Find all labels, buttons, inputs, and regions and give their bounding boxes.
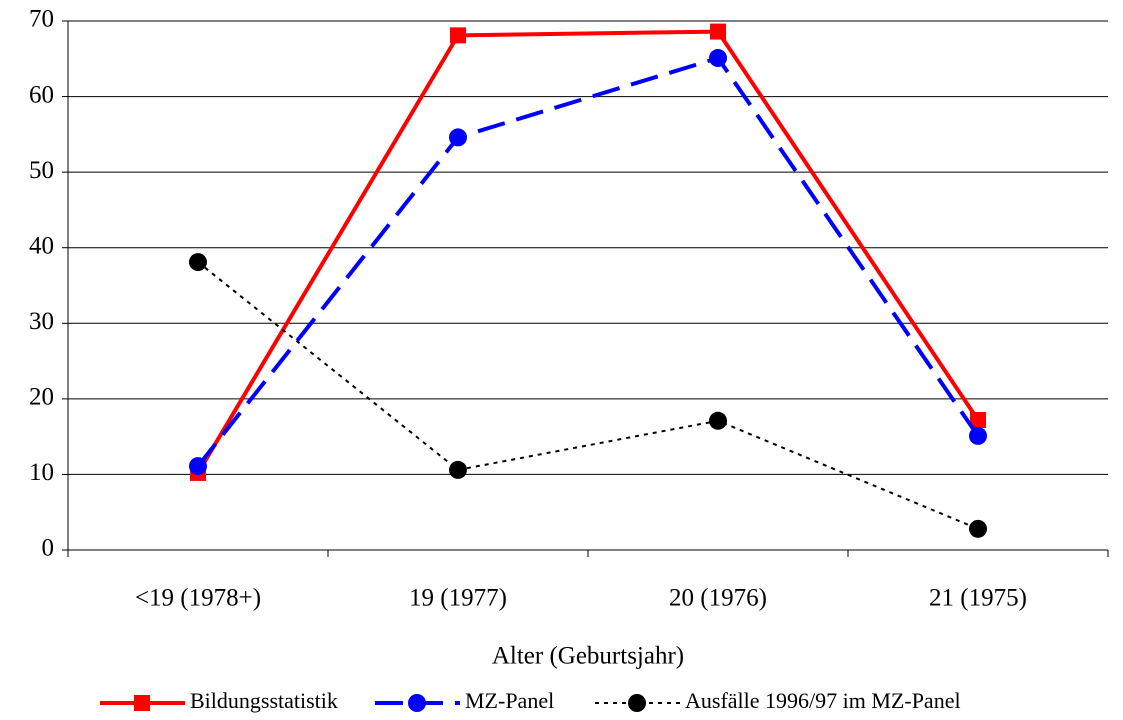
marker <box>969 519 987 538</box>
marker <box>450 27 466 44</box>
x-tick-label: <19 (1978+) <box>135 585 261 612</box>
legend-marker <box>408 694 426 712</box>
y-tick-label: 30 <box>29 308 54 335</box>
marker <box>709 411 727 430</box>
x-tick-label: 21 (1975) <box>929 585 1027 612</box>
y-tick-label: 0 <box>42 535 55 562</box>
marker <box>449 460 467 479</box>
legend-label: Ausfälle 1996/97 im MZ-Panel <box>685 688 961 713</box>
x-tick-label: 20 (1976) <box>669 585 767 612</box>
marker <box>449 128 467 147</box>
legend-marker <box>134 695 150 711</box>
marker <box>709 49 727 68</box>
y-tick-label: 50 <box>29 157 54 184</box>
marker <box>969 426 987 445</box>
legend-label: Bildungsstatistik <box>190 688 338 713</box>
marker <box>970 412 986 429</box>
series-line <box>197 261 979 530</box>
y-tick-label: 70 <box>29 6 54 33</box>
legend-marker <box>628 694 646 712</box>
marker <box>189 457 207 476</box>
marker <box>189 253 207 272</box>
x-axis-label: Alter (Geburtsjahr) <box>492 643 684 670</box>
y-tick-label: 10 <box>29 459 54 486</box>
series-line <box>196 56 980 468</box>
marker <box>710 23 726 40</box>
y-tick-label: 60 <box>29 81 54 108</box>
legend-label: MZ-Panel <box>465 688 554 713</box>
y-tick-label: 40 <box>29 232 54 259</box>
y-tick-label: 20 <box>29 384 54 411</box>
series-line <box>196 29 980 474</box>
x-tick-label: 19 (1977) <box>409 585 507 612</box>
